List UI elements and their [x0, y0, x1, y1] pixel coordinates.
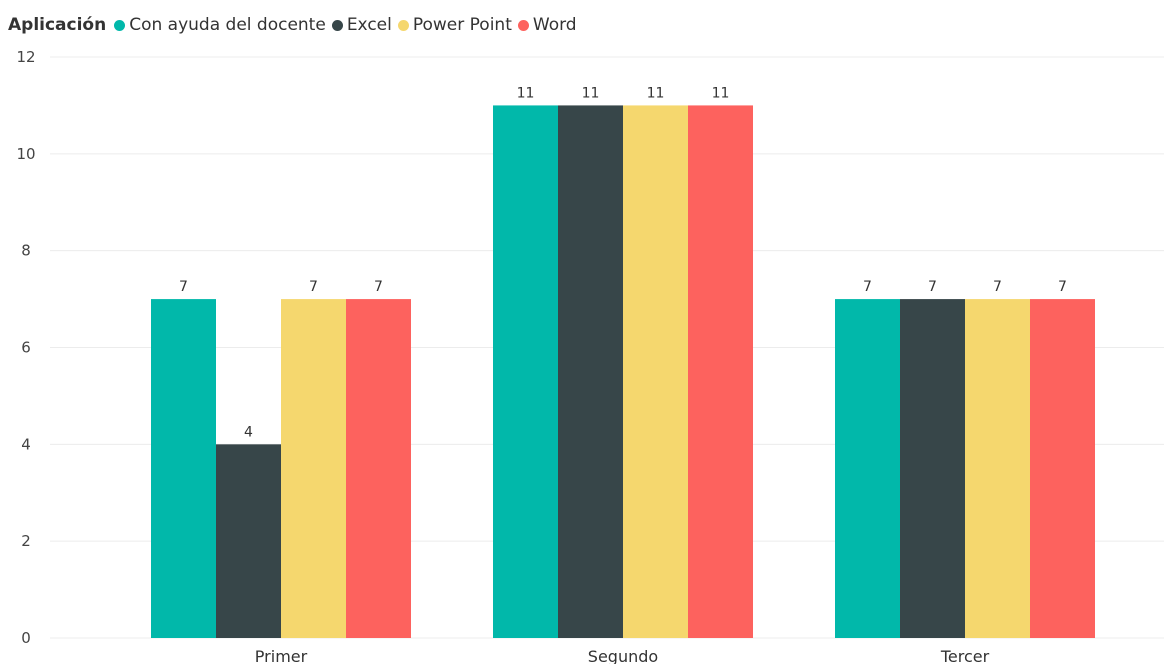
legend-label-power-point: Power Point — [412, 15, 512, 35]
bar — [346, 299, 411, 638]
legend-dot-word — [517, 19, 529, 31]
data-label: 11 — [582, 85, 600, 101]
data-label: 7 — [863, 279, 872, 295]
data-label: 7 — [179, 279, 188, 295]
legend-dot-excel — [331, 19, 343, 31]
data-label: 11 — [712, 85, 730, 101]
y-tick-label: 2 — [21, 532, 31, 550]
legend-title: Aplicación — [8, 15, 107, 35]
data-label: 7 — [993, 279, 1002, 295]
data-label: 7 — [374, 279, 383, 295]
bar — [965, 299, 1030, 638]
legend-item-power-point[interactable]: Power Point — [397, 15, 512, 35]
chart-legend: Aplicación Con ayuda del docente Excel P… — [8, 12, 583, 38]
x-tick-label: Tercer — [940, 647, 990, 664]
bar — [623, 105, 688, 638]
bar — [688, 105, 753, 638]
bar — [281, 299, 346, 638]
data-label: 4 — [244, 424, 253, 440]
y-tick-label: 4 — [21, 435, 31, 453]
x-tick-label: Primer — [255, 647, 308, 664]
data-label: 11 — [517, 85, 535, 101]
legend-item-word[interactable]: Word — [517, 15, 577, 35]
bar — [151, 299, 216, 638]
y-tick-label: 10 — [16, 145, 35, 163]
bar — [558, 105, 623, 638]
legend-dot-power-point — [397, 19, 409, 31]
bar — [216, 444, 281, 638]
y-tick-label: 0 — [21, 629, 31, 647]
legend-label-con-ayuda: Con ayuda del docente — [129, 15, 326, 35]
legend-item-excel[interactable]: Excel — [331, 15, 392, 35]
bar — [1030, 299, 1095, 638]
bar — [493, 105, 558, 638]
y-tick-label: 8 — [21, 242, 31, 260]
data-label: 7 — [928, 279, 937, 295]
legend-dot-con-ayuda — [114, 19, 126, 31]
x-tick-label: Segundo — [588, 647, 658, 664]
y-tick-label: 6 — [21, 339, 31, 357]
data-label: 11 — [647, 85, 665, 101]
legend-item-con-ayuda[interactable]: Con ayuda del docente — [114, 15, 326, 35]
legend-label-excel: Excel — [346, 15, 392, 35]
bar — [835, 299, 900, 638]
data-label: 7 — [1058, 279, 1067, 295]
legend-label-word: Word — [532, 15, 577, 35]
data-label: 7 — [309, 279, 318, 295]
bar — [900, 299, 965, 638]
y-tick-label: 12 — [16, 48, 35, 66]
